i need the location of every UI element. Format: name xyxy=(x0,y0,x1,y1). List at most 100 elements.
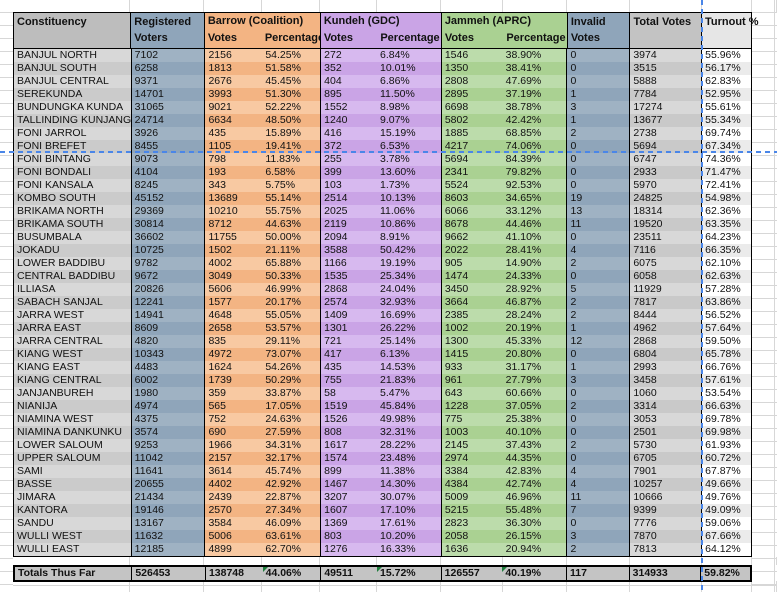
cell-invalid[interactable]: 0 xyxy=(566,166,630,179)
cell-kundeh-pct[interactable]: 10.13% xyxy=(377,192,441,205)
cell-registered[interactable]: 11641 xyxy=(130,465,205,478)
cell-invalid[interactable]: 1 xyxy=(566,361,630,374)
cell-barrow-votes[interactable]: 1105 xyxy=(204,140,263,153)
cell-barrow-pct[interactable]: 19.41% xyxy=(262,140,321,153)
cell-jammeh-pct[interactable]: 74.06% xyxy=(502,140,567,153)
cell-jammeh-pct[interactable]: 47.69% xyxy=(502,75,567,88)
cell-turnout[interactable]: 66.76% xyxy=(701,361,751,374)
cell-barrow-pct[interactable]: 51.58% xyxy=(262,62,321,75)
cell-invalid[interactable]: 5 xyxy=(566,283,630,296)
cell-total[interactable]: 24825 xyxy=(629,192,702,205)
cell-kundeh-votes[interactable]: 1526 xyxy=(320,413,377,426)
cell-jammeh-pct[interactable]: 26.15% xyxy=(502,530,567,543)
cell-turnout[interactable]: 55.34% xyxy=(701,114,751,127)
cell-barrow-pct[interactable]: 65.88% xyxy=(262,257,321,270)
cell-invalid[interactable]: 11 xyxy=(566,491,630,504)
cell-registered[interactable]: 45152 xyxy=(130,192,205,205)
cell-registered[interactable]: 14941 xyxy=(130,309,205,322)
cell-registered[interactable]: 8609 xyxy=(130,322,205,335)
cell-kundeh-pct[interactable]: 8.91% xyxy=(377,231,441,244)
cell-constituency[interactable]: SEREKUNDA xyxy=(14,88,131,101)
cell-invalid[interactable]: 13 xyxy=(566,205,630,218)
cell-registered[interactable]: 30814 xyxy=(130,218,205,231)
cell-constituency[interactable]: BASSE xyxy=(14,478,131,491)
cell-kundeh-votes[interactable]: 755 xyxy=(320,374,377,387)
cell-barrow-pct[interactable]: 15.89% xyxy=(262,127,321,140)
cell-kundeh-votes[interactable]: 58 xyxy=(320,387,377,400)
cell-total[interactable]: 4962 xyxy=(629,322,702,335)
cell-jammeh-votes[interactable]: 2058 xyxy=(440,530,503,543)
cell-barrow-pct[interactable]: 29.11% xyxy=(262,335,321,348)
cell-kundeh-votes[interactable]: 1369 xyxy=(320,517,377,530)
cell-registered[interactable]: 4483 xyxy=(130,361,205,374)
cell-constituency[interactable]: KANTORA xyxy=(14,504,131,517)
cell-jammeh-votes[interactable]: 8678 xyxy=(440,218,503,231)
cell-registered[interactable]: 1980 xyxy=(130,387,205,400)
cell-jammeh-pct[interactable]: 42.83% xyxy=(502,465,567,478)
cell-constituency[interactable]: BANJUL CENTRAL xyxy=(14,75,131,88)
cell-kundeh-pct[interactable]: 11.38% xyxy=(377,465,441,478)
cell-invalid[interactable]: 4 xyxy=(566,478,630,491)
cell-jammeh-pct[interactable]: 20.94% xyxy=(502,543,567,556)
cell-kundeh-votes[interactable]: 803 xyxy=(320,530,377,543)
cell-kundeh-pct[interactable]: 21.83% xyxy=(377,374,441,387)
cell-barrow-votes[interactable]: 6634 xyxy=(204,114,263,127)
cell-registered[interactable]: 4974 xyxy=(130,400,205,413)
totals-barrow-votes[interactable]: 138748 xyxy=(204,567,263,580)
cell-registered[interactable]: 20826 xyxy=(130,283,205,296)
cell-turnout[interactable]: 67.66% xyxy=(701,530,751,543)
cell-kundeh-pct[interactable]: 13.60% xyxy=(377,166,441,179)
cell-barrow-votes[interactable]: 1624 xyxy=(204,361,263,374)
cell-registered[interactable]: 13167 xyxy=(130,517,205,530)
cell-jammeh-votes[interactable]: 6698 xyxy=(440,101,503,114)
cell-jammeh-pct[interactable]: 55.48% xyxy=(502,504,567,517)
cell-kundeh-pct[interactable]: 15.19% xyxy=(377,127,441,140)
cell-kundeh-pct[interactable]: 11.50% xyxy=(377,88,441,101)
cell-jammeh-votes[interactable]: 643 xyxy=(440,387,503,400)
cell-jammeh-votes[interactable]: 2808 xyxy=(440,75,503,88)
cell-total[interactable]: 7784 xyxy=(629,88,702,101)
cell-total[interactable]: 5970 xyxy=(629,179,702,192)
header-kundeh-votes[interactable]: Votes xyxy=(323,32,353,44)
cell-kundeh-votes[interactable]: 899 xyxy=(320,465,377,478)
cell-invalid[interactable]: 0 xyxy=(566,348,630,361)
cell-jammeh-votes[interactable]: 933 xyxy=(440,361,503,374)
cell-total[interactable]: 8444 xyxy=(629,309,702,322)
cell-kundeh-pct[interactable]: 23.48% xyxy=(377,452,441,465)
cell-registered[interactable]: 3926 xyxy=(130,127,205,140)
cell-kundeh-votes[interactable]: 1574 xyxy=(320,452,377,465)
cell-kundeh-votes[interactable]: 1617 xyxy=(320,439,377,452)
cell-constituency[interactable]: JOKADU xyxy=(14,244,131,257)
header-jammeh-votes[interactable]: Votes xyxy=(444,32,474,44)
cell-registered[interactable]: 31065 xyxy=(130,101,205,114)
cell-jammeh-votes[interactable]: 775 xyxy=(440,413,503,426)
cell-jammeh-votes[interactable]: 1300 xyxy=(440,335,503,348)
cell-constituency[interactable]: FONI JARROL xyxy=(14,127,131,140)
cell-barrow-votes[interactable]: 1502 xyxy=(204,244,263,257)
cell-jammeh-votes[interactable]: 2895 xyxy=(440,88,503,101)
cell-barrow-pct[interactable]: 45.45% xyxy=(262,75,321,88)
cell-kundeh-pct[interactable]: 16.69% xyxy=(377,309,441,322)
cell-total[interactable]: 23511 xyxy=(629,231,702,244)
totals-total-votes[interactable]: 314933 xyxy=(628,567,701,580)
cell-barrow-votes[interactable]: 1739 xyxy=(204,374,263,387)
cell-jammeh-votes[interactable]: 1228 xyxy=(440,400,503,413)
cell-jammeh-pct[interactable]: 37.19% xyxy=(502,88,567,101)
cell-barrow-pct[interactable]: 46.09% xyxy=(262,517,321,530)
cell-invalid[interactable]: 3 xyxy=(566,101,630,114)
cell-barrow-votes[interactable]: 4972 xyxy=(204,348,263,361)
cell-turnout[interactable]: 59.50% xyxy=(701,335,751,348)
cell-kundeh-pct[interactable]: 45.84% xyxy=(377,400,441,413)
cell-barrow-votes[interactable]: 3614 xyxy=(204,465,263,478)
cell-kundeh-votes[interactable]: 1519 xyxy=(320,400,377,413)
cell-barrow-pct[interactable]: 24.63% xyxy=(262,413,321,426)
cell-invalid[interactable]: 0 xyxy=(566,75,630,88)
cell-barrow-votes[interactable]: 10210 xyxy=(204,205,263,218)
cell-barrow-votes[interactable]: 4002 xyxy=(204,257,263,270)
cell-turnout[interactable]: 53.54% xyxy=(701,387,751,400)
cell-jammeh-pct[interactable]: 33.12% xyxy=(502,205,567,218)
cell-kundeh-votes[interactable]: 2514 xyxy=(320,192,377,205)
header-barrow-percentage[interactable]: Percentage xyxy=(264,32,325,44)
cell-registered[interactable]: 4104 xyxy=(130,166,205,179)
cell-total[interactable]: 6075 xyxy=(629,257,702,270)
